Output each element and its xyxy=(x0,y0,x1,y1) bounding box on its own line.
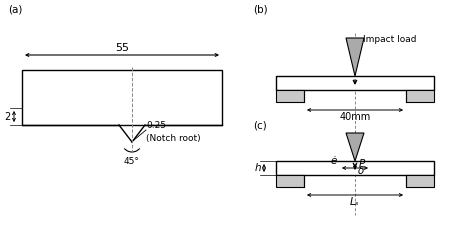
Text: δ: δ xyxy=(358,166,365,176)
Text: 55: 55 xyxy=(115,43,129,53)
Text: 40mm: 40mm xyxy=(339,112,371,122)
Text: Impact load: Impact load xyxy=(363,35,417,44)
Polygon shape xyxy=(346,38,364,76)
Bar xyxy=(22,70,222,125)
Bar xyxy=(406,175,434,187)
Text: ė: ė xyxy=(331,156,337,166)
Text: 45°: 45° xyxy=(124,157,140,166)
Bar xyxy=(276,161,434,175)
Bar xyxy=(276,90,304,102)
Text: 0.25: 0.25 xyxy=(146,121,166,130)
Text: (a): (a) xyxy=(8,5,22,15)
Text: (c): (c) xyxy=(253,120,267,130)
Polygon shape xyxy=(346,133,364,161)
Text: h: h xyxy=(255,163,261,173)
Bar xyxy=(276,76,434,90)
Text: 2: 2 xyxy=(5,112,11,121)
Text: (Notch root): (Notch root) xyxy=(146,134,201,143)
Text: P: P xyxy=(359,159,365,169)
Bar xyxy=(276,175,304,187)
Bar xyxy=(406,90,434,102)
Text: (b): (b) xyxy=(253,5,268,15)
Text: Lₛ: Lₛ xyxy=(350,197,360,207)
